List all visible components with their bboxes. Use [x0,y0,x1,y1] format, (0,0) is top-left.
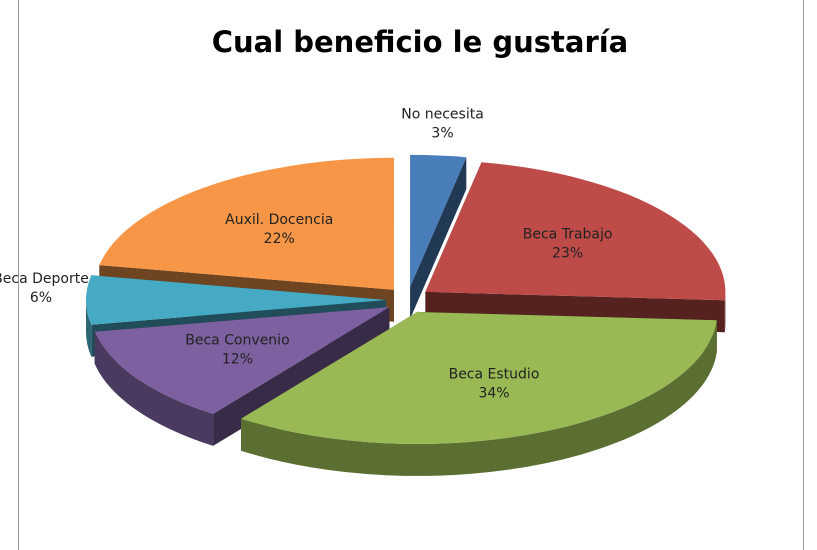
slice [86,275,386,325]
slice-side [94,331,214,446]
slice [99,157,395,290]
slice-value-label: 34% [478,386,509,402]
slice [410,154,467,287]
slice-label: Beca Convenio [185,333,289,349]
slice-value-label: 23% [552,245,583,261]
slice-side [724,291,726,333]
slice-tops [86,154,726,444]
slice-value-label: 6% [30,290,52,306]
slice-side [86,300,92,357]
slice [241,311,717,444]
slice-label: No necesita [401,107,484,123]
slice [425,162,726,301]
slice-label: Beca Deporte [0,271,89,287]
slice-label: Auxil. Docencia [225,212,333,228]
slice-value-label: 12% [222,352,253,368]
slice-label: Beca Estudio [449,367,540,383]
slice-wall [410,157,467,319]
slice-side [241,320,717,476]
slice-label: Beca Trabajo [523,226,613,242]
slice-value-label: 3% [431,126,453,142]
chart-title: Cual beneficio le gustaría [212,25,629,59]
slice-value-label: 22% [264,231,295,247]
slice [94,307,390,414]
